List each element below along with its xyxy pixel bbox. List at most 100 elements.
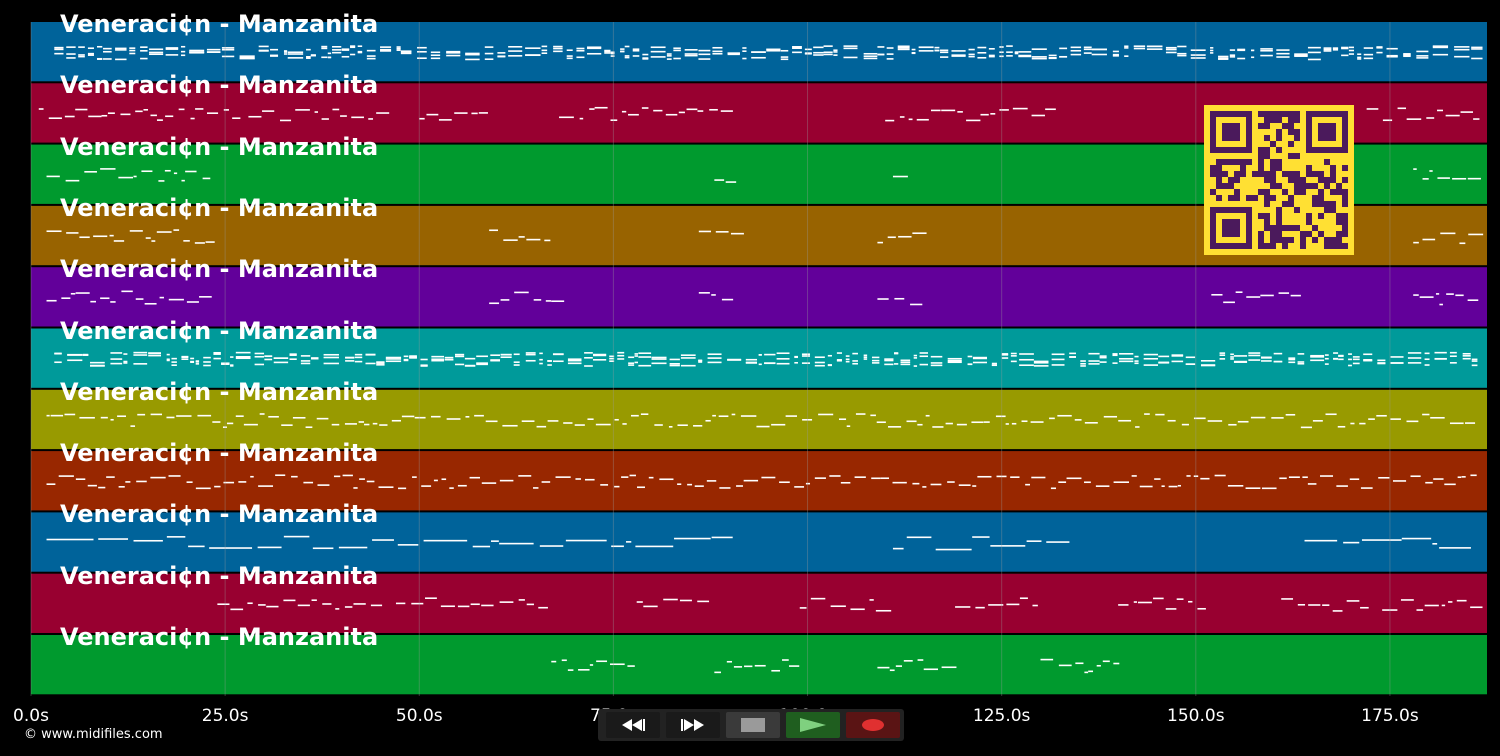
midi-note [1021, 420, 1028, 423]
track-lane[interactable] [31, 267, 1487, 327]
midi-note [497, 55, 506, 58]
midi-note [259, 413, 265, 415]
midi-note [474, 414, 484, 417]
track-lane[interactable] [31, 635, 1487, 695]
track-lane[interactable] [31, 512, 1487, 572]
midi-note [370, 604, 383, 607]
midi-note [226, 422, 234, 425]
midi-note [444, 356, 454, 359]
track-lane[interactable] [31, 573, 1487, 633]
stop-button[interactable] [726, 712, 780, 738]
midi-note [1084, 671, 1089, 674]
midi-note [171, 364, 177, 366]
midi-note [100, 297, 110, 300]
midi-note [609, 360, 615, 362]
midi-note [624, 55, 630, 57]
midi-note [650, 46, 666, 49]
midi-note [190, 361, 195, 364]
midi-note [731, 413, 736, 416]
midi-note [145, 237, 151, 239]
midi-note [539, 545, 564, 547]
midi-note [1357, 58, 1362, 60]
midi-note [1099, 355, 1107, 357]
midi-note [1019, 364, 1034, 367]
midi-note [779, 481, 790, 484]
midi-note [270, 48, 279, 51]
midi-note [173, 229, 180, 231]
midi-note [541, 45, 548, 48]
qr-code[interactable] [1204, 105, 1354, 255]
track-notes [46, 535, 1471, 551]
midi-note [663, 598, 678, 601]
midi-note [698, 49, 711, 52]
midi-note [508, 55, 523, 57]
midi-note [1471, 358, 1478, 361]
midi-note [911, 52, 916, 55]
midi-note [674, 537, 711, 540]
midi-note [1095, 485, 1110, 487]
midi-note [827, 364, 832, 367]
midi-note [1297, 603, 1306, 606]
midi-note [972, 357, 988, 360]
midi-note [1288, 357, 1296, 359]
midi-note [79, 416, 95, 419]
midi-note [1439, 303, 1443, 306]
midi-note [673, 47, 681, 50]
midi-note [733, 666, 743, 668]
midi-note [637, 486, 645, 489]
midi-note [1207, 420, 1223, 422]
play-button[interactable] [786, 712, 840, 738]
midi-note [884, 363, 894, 366]
record-button[interactable] [846, 712, 900, 738]
midi-note [712, 50, 723, 53]
midi-note [951, 55, 966, 57]
midi-note [1248, 354, 1261, 357]
midi-note [136, 480, 147, 483]
rewind-button[interactable] [606, 712, 660, 738]
midi-note [1279, 477, 1287, 480]
midi-note [818, 413, 834, 416]
midi-note [1210, 49, 1214, 52]
midi-note [900, 359, 911, 362]
midi-note [1083, 48, 1092, 51]
track-lane[interactable] [31, 22, 1487, 82]
midi-note [918, 50, 934, 52]
midi-note [353, 487, 358, 489]
midi-note [1386, 55, 1398, 58]
midi-note [1075, 662, 1084, 665]
midi-note [595, 423, 611, 426]
midi-note [1276, 49, 1290, 51]
midi-note [213, 351, 221, 354]
midi-note [250, 475, 254, 478]
fast-forward-button[interactable] [666, 712, 720, 738]
midi-note [64, 115, 75, 118]
midi-note [96, 45, 103, 48]
midi-note [999, 46, 1004, 48]
midi-note [870, 414, 876, 417]
midi-note [845, 355, 850, 357]
midi-note [1337, 425, 1346, 428]
track-lane[interactable] [31, 389, 1487, 450]
midi-note [230, 364, 234, 366]
midi-note [863, 358, 868, 360]
midi-note [189, 51, 205, 54]
midi-note [625, 541, 632, 543]
midi-note [1308, 604, 1321, 606]
midi-note [705, 419, 711, 422]
midi-note [148, 352, 161, 354]
midi-note [1307, 46, 1321, 49]
midi-note [771, 423, 786, 426]
track-lane[interactable] [31, 328, 1487, 388]
midi-note [380, 48, 392, 51]
midi-note [789, 665, 800, 667]
midi-note [785, 415, 797, 417]
midi-note [1124, 45, 1129, 48]
midi-note [314, 111, 318, 113]
midi-note [638, 364, 652, 367]
midi-note [465, 58, 480, 61]
midi-note [101, 114, 108, 117]
midi-note [925, 414, 930, 417]
time-tick-label: 175.0s [1361, 706, 1419, 726]
midi-note [1103, 415, 1118, 418]
track-lane[interactable] [31, 451, 1487, 511]
